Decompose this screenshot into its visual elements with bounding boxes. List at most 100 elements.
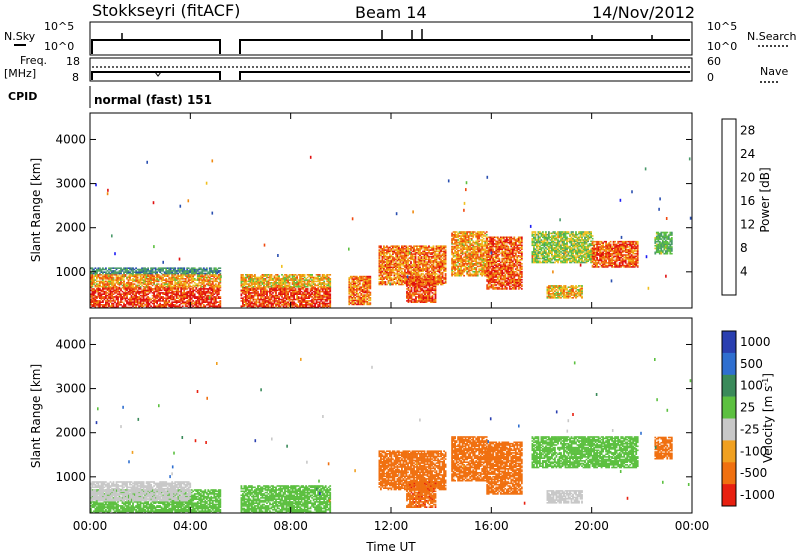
range-cell [141,276,143,279]
range-cell [186,280,189,283]
range-cell [189,282,192,284]
range-cell [187,276,190,279]
range-cell [180,274,183,276]
range-cell [133,302,136,305]
range-cell [91,301,94,303]
range-cell [153,275,155,277]
range-cell [91,300,94,302]
range-cell [405,257,408,259]
range-cell [204,300,207,302]
range-cell [205,296,208,298]
range-cell [168,274,171,276]
range-cell [121,278,124,280]
range-cell [133,280,136,283]
range-cell [315,288,318,290]
range-cell [132,302,134,305]
range-cell [165,302,168,305]
range-cell [102,290,104,293]
range-cell [142,282,145,284]
range-cell [121,297,124,299]
range-cell [136,289,139,292]
range-cell [124,293,127,295]
range-cell [136,300,139,302]
range-cell [132,305,134,307]
range-cell [293,294,295,297]
range-cell [106,286,109,289]
range-cell [132,275,134,277]
range-cell [180,289,183,292]
range-cell [178,283,181,285]
range-cell [192,292,195,294]
range-cell [195,302,198,305]
range-cell [114,290,116,293]
range-cell [177,289,180,292]
range-cell [159,305,161,307]
range-cell [148,279,151,281]
range-cell [132,279,134,281]
range-cell [148,304,151,306]
range-cell [103,275,106,277]
range-cell [163,279,166,281]
range-cell [126,296,128,298]
range-cell [108,294,110,297]
range-cell [111,297,113,299]
range-cell [198,304,201,306]
range-cell [109,275,112,277]
range-cell [154,288,157,290]
range-cell [198,288,201,290]
range-cell [181,274,184,276]
range-cell [145,286,148,289]
range-cell [184,292,187,294]
range-cell [160,292,163,294]
range-cell [405,267,408,270]
range-cell [165,293,168,295]
scatter-region [348,275,372,306]
freq-label-2: [MHz] [4,67,36,80]
range-cell [434,277,437,280]
range-cell [214,301,217,303]
range-cell [174,290,177,293]
range-cell [177,286,180,289]
range-cell [159,284,161,287]
range-cell [168,289,171,292]
range-cell [135,296,137,298]
range-cell [93,294,95,297]
range-cell [93,280,95,283]
range-cell [217,292,220,294]
range-cell [202,282,205,284]
range-cell [123,302,125,305]
range-cell [93,292,95,294]
range-cell [157,296,160,298]
range-cell [94,284,97,287]
range-cell [184,304,187,306]
range-cell [112,282,115,284]
range-cell [102,288,104,290]
range-cell [174,267,177,269]
range-cell [174,285,177,288]
range-cell [183,289,186,292]
range-cell [165,279,168,281]
range-cell [369,297,372,299]
range-cell [169,297,172,299]
range-cell [186,276,189,279]
date-title: 14/Nov/2012 [592,3,695,22]
range-cell [94,279,97,281]
range-cell [115,275,118,277]
range-cell [108,300,110,302]
range-cell [184,278,187,280]
range-cell [199,304,202,306]
range-cell [96,304,98,306]
range-cell [109,294,112,297]
range-cell [187,298,190,301]
range-cell [202,293,205,295]
range-cell [105,294,107,297]
range-cell [204,301,207,303]
range-cell [141,294,143,297]
range-cell [190,292,193,294]
range-cell [181,280,184,283]
range-cell [159,293,161,295]
range-cell [177,292,180,294]
range-cell [151,288,154,290]
range-cell [156,285,158,288]
range-cell [156,301,158,303]
